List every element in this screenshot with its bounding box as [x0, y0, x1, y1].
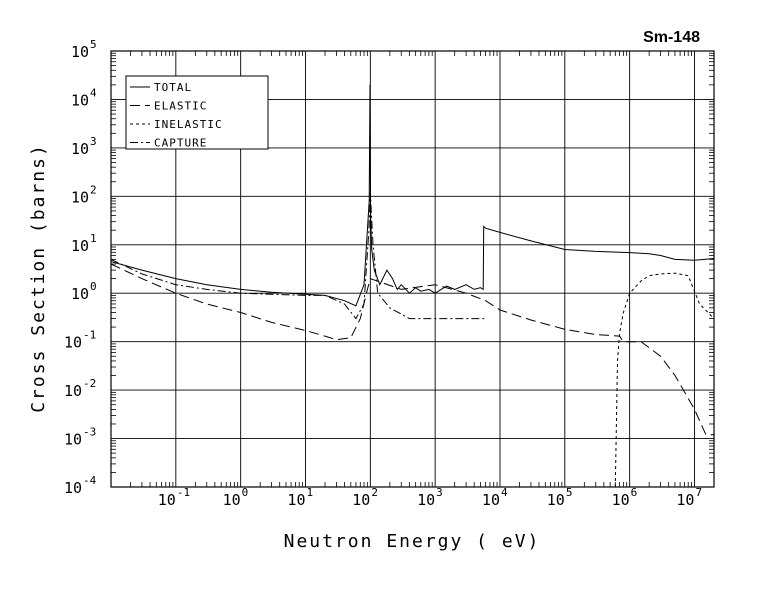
legend-box — [125, 75, 269, 150]
y-tick-exponent: 1 — [90, 232, 97, 245]
y-tick-label: 10 — [64, 334, 82, 352]
x-tick-exponent: -1 — [177, 486, 190, 499]
grid-lines — [111, 50, 714, 488]
x-tick-label: 10 — [482, 491, 500, 509]
y-tick-exponent: 0 — [90, 280, 97, 293]
x-tick-exponent: 4 — [501, 486, 508, 499]
y-tick-exponent: -2 — [83, 377, 96, 390]
series-line-total — [111, 84, 714, 307]
x-axis-ticks: 10 -1 10 0 10 1 10 2 10 3 10 4 10 5 10 6 10 7 — [130, 51, 702, 509]
y-tick-exponent: 4 — [90, 86, 97, 99]
y-tick-label: 10 — [71, 285, 89, 303]
x-tick-exponent: 5 — [566, 486, 573, 499]
y-tick-label: 10 — [71, 91, 89, 109]
x-tick-exponent: 6 — [631, 486, 638, 499]
x-tick-label: 10 — [612, 491, 630, 509]
y-tick-label: 10 — [64, 431, 82, 449]
y-axis-label: Cross Section (barns) — [28, 143, 49, 413]
x-tick-label: 10 — [287, 491, 305, 509]
series-line-inelastic — [614, 272, 714, 487]
y-tick-exponent: 5 — [90, 38, 97, 51]
series-line-elastic — [111, 263, 714, 436]
x-axis-label: Neutron Energy ( eV) — [284, 531, 541, 552]
plot-frame — [110, 50, 715, 488]
legend: TOTAL ELASTIC INELASTIC CAPTURE — [125, 75, 269, 150]
y-tick-exponent: -3 — [83, 426, 96, 439]
x-tick-exponent: 0 — [242, 486, 249, 499]
y-tick-label: 10 — [71, 140, 89, 158]
chart-title: Sm-148 — [643, 29, 700, 46]
x-tick-label: 10 — [158, 491, 176, 509]
x-tick-label: 10 — [223, 491, 241, 509]
y-tick-label: 10 — [71, 188, 89, 206]
x-tick-exponent: 1 — [306, 486, 313, 499]
x-tick-label: 10 — [417, 491, 435, 509]
x-tick-label: 10 — [676, 491, 694, 509]
x-tick-label: 10 — [547, 491, 565, 509]
y-tick-label: 10 — [64, 382, 82, 400]
y-tick-label: 10 — [71, 237, 89, 255]
x-tick-exponent: 3 — [436, 486, 443, 499]
y-tick-exponent: -1 — [83, 329, 96, 342]
x-tick-exponent: 7 — [695, 486, 702, 499]
y-tick-label: 10 — [64, 479, 82, 497]
x-tick-label: 10 — [352, 491, 370, 509]
series-line-capture — [111, 192, 486, 320]
y-tick-label: 10 — [71, 43, 89, 61]
legend-label: ELASTIC — [154, 100, 207, 113]
y-tick-exponent: 2 — [90, 183, 97, 196]
legend-label: TOTAL — [154, 81, 192, 94]
y-tick-exponent: 3 — [90, 135, 97, 148]
legend-label: CAPTURE — [154, 137, 207, 150]
legend-label: INELASTIC — [154, 118, 223, 131]
series-lines — [111, 84, 714, 487]
y-tick-exponent: -4 — [83, 474, 97, 487]
x-tick-exponent: 2 — [371, 486, 378, 499]
